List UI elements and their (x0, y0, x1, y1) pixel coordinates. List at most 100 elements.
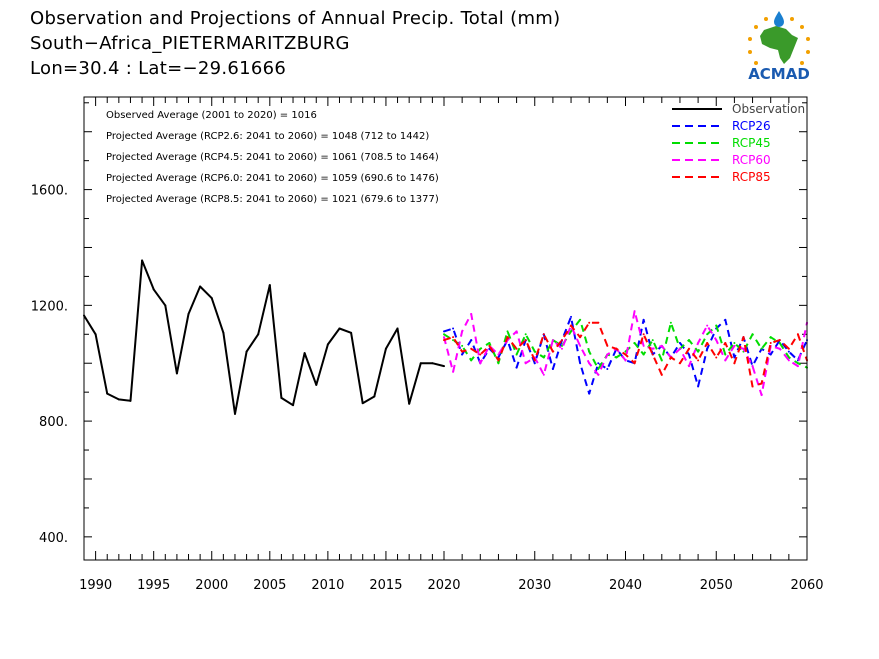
series-line-observation (83, 259, 445, 415)
data-point-rcp45 (669, 321, 672, 324)
legend-label-rcp26: RCP26 (732, 119, 771, 133)
data-point-rcp45 (706, 333, 709, 336)
data-point-rcp45 (660, 359, 663, 362)
data-point-rcp85 (470, 347, 473, 350)
data-point-rcp45 (751, 333, 754, 336)
average-annotation: Projected Average (RCP2.6: 2041 to 2060)… (106, 131, 429, 142)
acmad-logo: ACMAD (748, 11, 810, 83)
data-point-observation (106, 392, 109, 395)
data-point-rcp60 (733, 344, 736, 347)
data-point-rcp45 (796, 362, 799, 365)
logo-text: ACMAD (748, 65, 810, 83)
data-point-rcp45 (769, 336, 772, 339)
data-point-rcp60 (724, 359, 727, 362)
data-point-rcp45 (778, 341, 781, 344)
data-point-rcp45 (597, 368, 600, 371)
data-point-observation (210, 297, 213, 300)
x-tick-label: 2015 (369, 578, 402, 593)
data-point-rcp60 (688, 365, 691, 368)
data-point-rcp60 (443, 336, 445, 339)
data-point-rcp85 (497, 359, 500, 362)
data-point-observation (350, 331, 353, 334)
data-point-rcp85 (751, 385, 754, 388)
data-point-rcp26 (588, 392, 591, 395)
data-point-rcp85 (769, 341, 772, 344)
data-point-rcp60 (778, 347, 781, 350)
data-point-rcp85 (570, 324, 573, 327)
data-point-rcp45 (715, 324, 718, 327)
data-point-rcp60 (524, 362, 527, 365)
data-point-rcp45 (470, 359, 473, 362)
data-point-rcp85 (624, 353, 627, 356)
x-tick-label: 2030 (518, 578, 551, 593)
data-point-rcp85 (560, 339, 563, 342)
data-point-rcp85 (452, 336, 455, 339)
data-point-observation (315, 383, 318, 386)
data-point-rcp85 (588, 321, 591, 324)
data-point-rcp45 (488, 341, 491, 344)
x-tick-label: 2010 (311, 578, 344, 593)
plot-frame (83, 96, 808, 561)
data-point-rcp45 (497, 362, 500, 365)
data-point-observation (233, 412, 236, 415)
data-point-observation (280, 396, 283, 399)
data-point-rcp85 (524, 339, 527, 342)
data-point-rcp60 (742, 347, 745, 350)
x-tick-label: 2040 (609, 578, 642, 593)
data-point-rcp45 (697, 350, 700, 353)
data-point-rcp85 (724, 341, 727, 344)
data-point-rcp85 (597, 321, 600, 324)
data-point-rcp85 (542, 333, 545, 336)
data-point-rcp26 (461, 353, 464, 356)
y-tick-label: 1600. (31, 184, 68, 199)
y-tick-label: 400. (39, 531, 68, 546)
data-point-observation (117, 398, 120, 401)
data-point-rcp85 (796, 333, 799, 336)
data-point-observation (384, 347, 387, 350)
data-point-observation (303, 352, 306, 355)
data-point-observation (373, 395, 376, 398)
data-point-observation (396, 327, 399, 330)
data-point-rcp26 (470, 339, 473, 342)
data-point-rcp60 (678, 347, 681, 350)
x-tick-label: 2060 (790, 578, 823, 593)
data-point-rcp45 (542, 356, 545, 359)
data-point-rcp26 (533, 362, 536, 365)
x-tick-label: 1990 (79, 578, 112, 593)
data-point-rcp85 (715, 356, 718, 359)
data-point-rcp60 (796, 365, 799, 368)
data-point-observation (326, 343, 329, 346)
data-point-rcp85 (479, 353, 482, 356)
data-point-rcp45 (579, 318, 582, 321)
data-point-rcp26 (678, 341, 681, 344)
data-point-rcp60 (651, 347, 654, 350)
legend-label-rcp85: RCP85 (732, 170, 771, 184)
x-tick-label: 2020 (427, 578, 460, 593)
legend-label-rcp45: RCP45 (732, 136, 771, 150)
data-point-observation (94, 333, 97, 336)
data-point-rcp60 (642, 344, 645, 347)
data-point-rcp85 (579, 336, 582, 339)
data-point-rcp45 (615, 356, 618, 359)
data-point-rcp60 (470, 313, 473, 316)
data-point-rcp60 (660, 344, 663, 347)
data-point-observation (443, 365, 445, 368)
data-point-observation (175, 372, 178, 375)
data-point-rcp85 (651, 353, 654, 356)
data-point-rcp26 (606, 368, 609, 371)
y-tick-label: 1200. (31, 299, 68, 314)
data-point-rcp85 (787, 347, 790, 350)
data-point-rcp26 (688, 353, 691, 356)
data-point-rcp60 (479, 362, 482, 365)
data-point-rcp85 (678, 362, 681, 365)
data-point-observation (199, 285, 202, 288)
x-tick-label: 1995 (137, 578, 170, 593)
data-point-rcp85 (733, 362, 736, 365)
data-point-rcp60 (624, 359, 627, 362)
data-point-rcp26 (642, 318, 645, 321)
data-point-rcp60 (715, 339, 718, 342)
data-point-rcp60 (606, 353, 609, 356)
average-annotation: Projected Average (RCP8.5: 2041 to 2060)… (106, 194, 439, 205)
data-point-rcp26 (443, 330, 445, 333)
